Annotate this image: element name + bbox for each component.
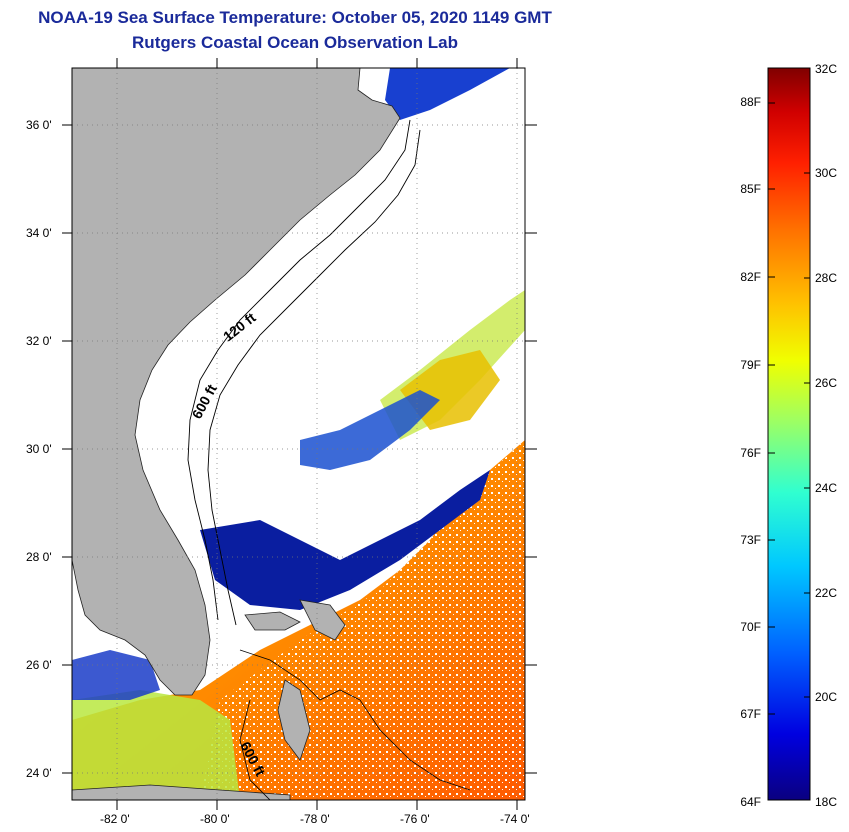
lon-label-78: -78 0'	[300, 812, 330, 826]
lat-label-24: 24 0'	[26, 766, 52, 780]
lat-label-28: 28 0'	[26, 550, 52, 564]
land-cuba	[72, 784, 291, 800]
land-bahamas-andros	[277, 679, 311, 761]
graticule	[72, 68, 525, 800]
colorbar-label-30c: 30C	[815, 166, 838, 180]
cold-sst-florida-keys	[72, 650, 160, 700]
lat-label-36: 36 0'	[26, 118, 52, 132]
lat-label-34: 34 0'	[26, 226, 52, 240]
colorbar-label-88f: 88F	[740, 95, 761, 109]
contour-120ft	[187, 119, 411, 621]
contour-600ft	[207, 129, 421, 626]
lon-label-82: -82 0'	[100, 812, 130, 826]
colorbar-label-26c: 26C	[815, 376, 838, 390]
colorbar-label-76f: 76F	[740, 446, 761, 460]
colorbar-label-32c: 32C	[815, 62, 838, 76]
map-ticks	[62, 58, 537, 810]
lon-label-76: -76 0'	[400, 812, 430, 826]
cold-sst-ne-corner	[385, 68, 510, 120]
transition-sst-band	[72, 690, 240, 800]
contour-bahamas	[239, 649, 471, 800]
colorbar-ticks	[768, 102, 810, 715]
colorbar-label-22c: 22C	[815, 586, 838, 600]
colorbar-label-24c: 24C	[815, 481, 838, 495]
colorbar-label-20c: 20C	[815, 690, 838, 704]
colorbar-label-79f: 79F	[740, 358, 761, 372]
land-us-southeast	[72, 68, 401, 696]
cold-sst-filament-gulfstream	[200, 470, 490, 610]
map-area: 120 ft 600 ft 600 ft	[72, 68, 525, 800]
map-frame	[71, 67, 526, 801]
colorbar-label-18c: 18C	[815, 795, 838, 809]
map-title: NOAA-19 Sea Surface Temperature: October…	[38, 8, 552, 27]
lat-label-26: 26 0'	[26, 658, 52, 672]
colorbar-label-85f: 85F	[740, 182, 761, 196]
colorbar-label-67f: 67F	[740, 707, 761, 721]
colorbar-label-82f: 82F	[740, 270, 761, 284]
colorbar-label-73f: 73F	[740, 533, 761, 547]
map-subtitle: Rutgers Coastal Ocean Observation Lab	[132, 33, 458, 52]
colorbar-label-70f: 70F	[740, 620, 761, 634]
lon-label-80: -80 0'	[200, 812, 230, 826]
land-bahamas-grandbahama	[244, 611, 301, 631]
land-bahamas-abaco	[299, 599, 346, 641]
cold-sst-filament-north	[300, 390, 440, 470]
lat-label-30: 30 0'	[26, 442, 52, 456]
colorbar-label-64f: 64F	[740, 795, 761, 809]
lon-label-74: -74 0'	[500, 812, 530, 826]
colorbar	[767, 67, 811, 801]
colorbar-label-28c: 28C	[815, 271, 838, 285]
lat-label-32: 32 0'	[26, 334, 52, 348]
